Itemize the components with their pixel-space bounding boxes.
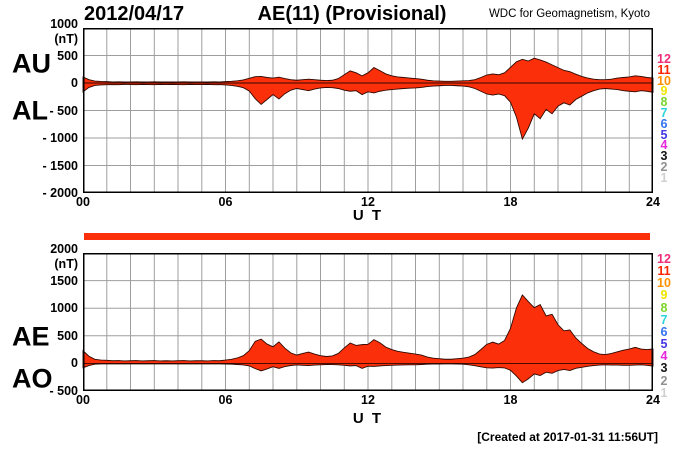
series-area-al xyxy=(82,82,654,141)
station-number-column-bottom: 12 11 10 9 8 7 6 5 4 3 2 1 xyxy=(651,253,677,403)
ae-axis-label: AE xyxy=(12,321,50,352)
station-number-7: 7 xyxy=(660,312,668,327)
x-tick-label: 06 xyxy=(218,393,233,407)
station-number-1: 1 xyxy=(660,385,668,400)
station-number-6: 6 xyxy=(660,116,668,131)
data-coverage-bar xyxy=(84,233,650,240)
station-number-10: 10 xyxy=(657,276,671,291)
station-number-5: 5 xyxy=(660,337,668,352)
station-number-7: 7 xyxy=(660,106,668,120)
au-al-plot-panel xyxy=(82,28,654,193)
station-number-8: 8 xyxy=(660,300,668,315)
y-tick-label: 1000 xyxy=(50,300,78,315)
created-timestamp: [Created at 2017-01-31 11:56UT] xyxy=(477,430,658,444)
station-number-9: 9 xyxy=(660,84,668,99)
ut-label-top: U T xyxy=(352,207,384,224)
station-number-5: 5 xyxy=(660,127,668,142)
y-tick-label: 2000 xyxy=(50,241,78,256)
station-number-2: 2 xyxy=(660,160,668,174)
plot-canvas-ae-ao xyxy=(82,253,654,391)
station-number-3: 3 xyxy=(660,149,668,164)
ao-axis-label: AO xyxy=(12,363,53,394)
plot-border xyxy=(83,253,653,391)
al-axis-label: AL xyxy=(12,95,48,126)
station-number-6: 6 xyxy=(660,324,668,339)
station-number-1: 1 xyxy=(660,170,668,185)
station-number-10: 10 xyxy=(657,73,671,88)
station-number-11: 11 xyxy=(657,62,671,77)
y-tick-label: - 1500 xyxy=(42,158,78,173)
x-tick-label: 06 xyxy=(218,195,233,209)
series-area-ao xyxy=(82,362,654,384)
ut-label-bottom: U T xyxy=(352,410,384,427)
x-tick-label: 18 xyxy=(503,393,518,407)
x-tick-label: 00 xyxy=(76,195,90,209)
station-number-12: 12 xyxy=(657,52,671,66)
grid-lines xyxy=(83,28,653,193)
y-axis-unit-label: (nT) xyxy=(54,256,78,271)
y-tick-label: - 2000 xyxy=(42,185,78,200)
plot-title: AE(11) (Provisional) xyxy=(257,3,447,25)
station-number-4: 4 xyxy=(660,138,668,153)
x-tick-label: 18 xyxy=(503,195,518,209)
data-source-label: WDC for Geomagnetism, Kyoto xyxy=(488,8,650,20)
station-number-3: 3 xyxy=(660,361,668,376)
x-tick-label: 24 xyxy=(646,195,660,209)
y-tick-label: 0 xyxy=(71,75,78,90)
station-number-4: 4 xyxy=(660,349,668,364)
plot-date: 2012/04/17 xyxy=(84,3,185,25)
station-number-12: 12 xyxy=(657,252,671,266)
plot-border xyxy=(83,28,653,193)
series-area-ae xyxy=(82,294,654,364)
station-number-8: 8 xyxy=(660,95,668,110)
x-tick-label: 00 xyxy=(76,393,90,407)
station-number-9: 9 xyxy=(660,288,668,303)
station-number-column-top: 12 11 10 9 8 7 6 5 4 3 2 1 xyxy=(651,53,677,188)
y-axis-unit-label: (nT) xyxy=(54,31,78,46)
x-tick-label: 12 xyxy=(361,393,375,407)
plot-canvas-au-al xyxy=(82,28,654,193)
y-tick-label: 1500 xyxy=(50,273,78,288)
ae-ao-plot-panel xyxy=(82,253,654,391)
station-number-2: 2 xyxy=(660,373,668,388)
station-number-11: 11 xyxy=(657,264,671,279)
y-tick-label: 1000 xyxy=(50,16,78,31)
series-area-au xyxy=(82,57,654,84)
au-axis-label: AU xyxy=(12,48,51,79)
y-tick-label: - 1000 xyxy=(42,130,78,145)
